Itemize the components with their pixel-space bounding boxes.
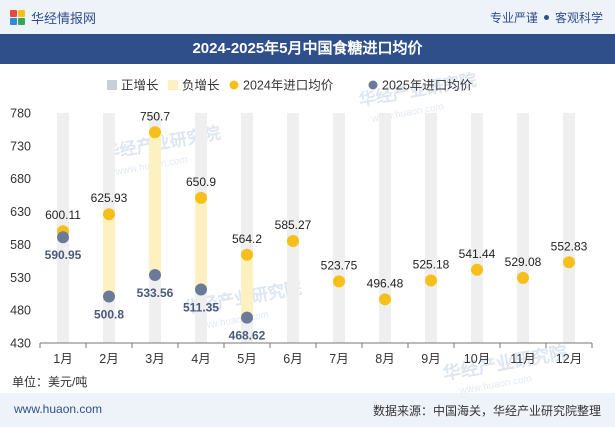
data-label-2024: 564.2 [232,232,262,246]
slogan-right: 客观科学 [554,11,603,25]
y-tick-label: 680 [10,172,31,186]
y-tick-label: 480 [10,304,31,318]
legend-swatch [107,80,117,90]
point-2025 [57,231,69,244]
data-label-2025: 590.95 [45,248,82,262]
point-2025 [149,268,161,281]
footer-bar: www.huaon.com 数据来源：中国海关，华经产业研究院整理 [0,393,615,427]
legend-label: 负增长 [182,78,220,93]
point-2024 [149,126,161,139]
footer-site[interactable]: www.huaon.com [14,402,103,416]
data-label-2024: 541.44 [459,247,496,261]
data-label-2024: 529.08 [505,255,542,269]
legend-label: 2025年进口均价 [382,79,473,93]
growth-bar [195,197,207,290]
x-tick-label: 3月 [145,352,164,366]
data-label-2024: 625.93 [91,191,128,205]
y-tick-label: 530 [10,271,31,285]
data-label-2024: 650.9 [186,175,216,189]
data-label-2024: 496.48 [367,276,404,290]
legend-swatch [168,80,178,90]
column-background [471,113,483,343]
point-2024 [333,275,345,288]
column-background [333,113,345,343]
data-label-2025: 468.62 [229,329,266,343]
point-2025 [241,311,253,324]
chart-svg: 华经产业研究院www.huaon.com华经产业研究院www.huaon.com… [10,70,593,393]
x-tick-label: 1月 [53,352,72,366]
legend-marker [229,80,239,90]
column-background [379,113,391,343]
data-label-2024: 600.11 [45,208,81,222]
y-tick-label: 630 [10,205,31,219]
data-label-2024: 523.75 [321,258,358,272]
x-tick-label: 2月 [99,352,118,366]
y-tick-label: 730 [10,139,31,153]
x-tick-label: 9月 [421,352,440,366]
column-background [517,113,529,343]
data-label-2024: 552.83 [551,239,588,253]
point-2024 [517,271,529,284]
legend-marker [368,80,378,90]
x-tick-label: 11月 [510,352,535,366]
point-2024 [379,293,391,306]
point-2024 [287,234,299,247]
brand-name: 华经情报网 [31,11,97,26]
point-2025 [103,290,115,303]
x-tick-label: 12月 [556,352,582,366]
point-2025 [195,283,207,296]
x-tick-label: 4月 [191,352,210,366]
column-background [425,113,437,343]
x-tick-label: 10月 [464,352,490,366]
slogan-left: 专业严谨 [489,11,538,25]
x-tick-label: 6月 [283,352,302,366]
point-2024 [425,274,437,287]
column-background [287,113,299,343]
y-tick-label: 430 [10,337,31,351]
legend-label: 2024年进口均价 [243,79,334,93]
column-background [563,113,575,343]
y-tick-label: 580 [10,238,31,252]
growth-bar [241,254,253,318]
data-label-2025: 511.35 [183,301,219,315]
brand[interactable]: 华经情报网 [10,8,96,27]
dot-separator-icon [543,15,549,21]
unit-label: 单位：美元/吨 [12,374,87,389]
point-2024 [195,191,207,204]
data-label-2025: 533.56 [137,286,174,300]
footer-source: 数据来源：中国海关，华经产业研究院整理 [372,404,601,418]
brand-logo-icon [10,10,25,25]
legend-label: 正增长 [121,78,159,93]
chart-title: 2024-2025年5月中国食糖进口均价 [0,34,615,64]
top-bar: 华经情报网 专业严谨 客观科学 [0,0,615,34]
growth-bar [103,214,115,297]
data-label-2024: 525.18 [413,257,450,271]
x-tick-label: 7月 [329,352,348,366]
x-tick-label: 5月 [237,352,256,366]
point-2024 [103,208,115,221]
growth-bar [149,132,161,275]
point-2024 [241,248,253,261]
point-2024 [471,263,483,276]
y-tick-label: 780 [10,107,31,121]
point-2024 [563,256,575,269]
data-label-2025: 500.8 [94,307,124,321]
data-label-2024: 750.7 [140,109,170,123]
slogan: 专业严谨 客观科学 [490,9,603,26]
data-label-2024: 585.27 [275,218,312,232]
x-tick-label: 8月 [375,352,394,366]
